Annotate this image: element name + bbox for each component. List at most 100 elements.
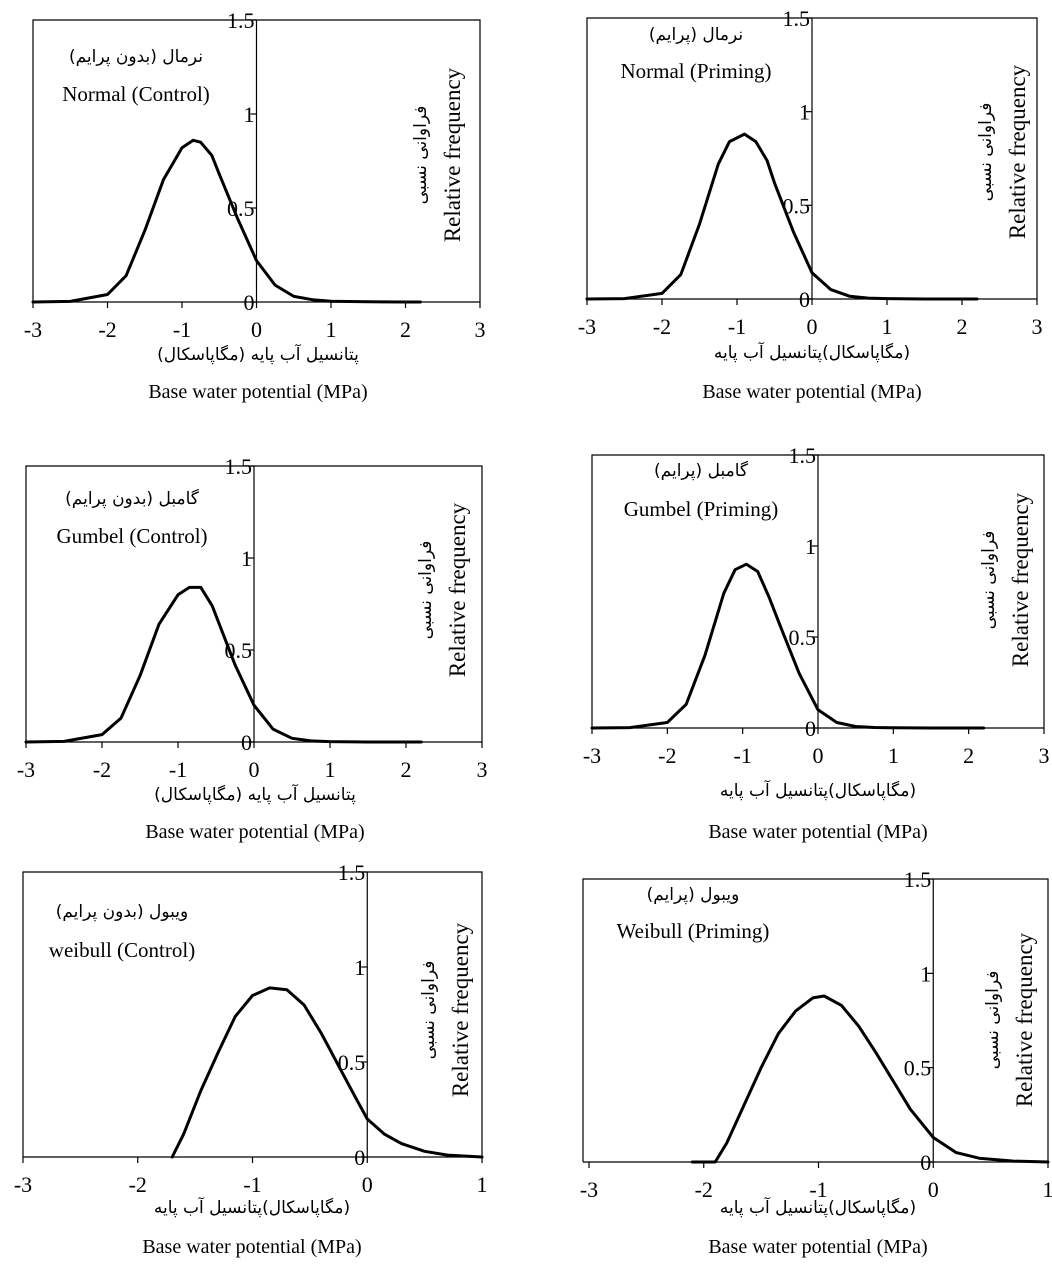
x-axis-label-en: Base water potential (MPa) — [702, 381, 921, 403]
y-tick-label: 1.5 — [789, 443, 817, 468]
x-axis-label-fa: (مگاپاسکال)پتانسیل آب پایه — [720, 1196, 916, 1218]
x-tick-label: -3 — [17, 757, 35, 782]
x-axis-label-en: Base water potential (MPa) — [708, 821, 927, 843]
series-label-fa: ویبول (پرایم) — [647, 885, 740, 905]
x-tick-label: 0 — [928, 1177, 939, 1202]
x-tick-label: -2 — [93, 757, 111, 782]
series-label-fa: نرمال (پرایم) — [649, 25, 743, 45]
x-axis-label-fa: (مگاپاسکال)پتانسیل آب پایه — [714, 341, 910, 363]
series-label-en: Weibull (Priming) — [617, 919, 770, 943]
x-tick-label: 2 — [400, 317, 411, 342]
y-tick-label: 0 — [354, 1145, 365, 1170]
y-axis-label-fa: فراوانی نسبی — [416, 541, 436, 640]
x-tick-label: 3 — [475, 317, 486, 342]
series-label-fa: گامبل (بدون پرایم) — [65, 488, 200, 509]
x-tick-label: 1 — [882, 314, 893, 339]
y-tick-label: 1.5 — [904, 867, 932, 892]
y-tick-label: 1 — [799, 100, 810, 125]
x-tick-label: 0 — [362, 1172, 373, 1197]
series-label-fa: نرمال (بدون پرایم) — [69, 47, 203, 67]
y-tick-label: 1.5 — [783, 6, 811, 31]
distribution-curve — [33, 140, 420, 302]
x-tick-label: 0 — [249, 757, 260, 782]
x-tick-label: -3 — [583, 743, 601, 768]
x-axis-label-en: Base water potential (MPa) — [145, 821, 364, 843]
x-tick-label: 0 — [251, 317, 262, 342]
y-axis-label-group: فراوانی نسبی Relative frequency — [976, 64, 1030, 239]
y-tick-label: 1.5 — [338, 860, 366, 885]
y-tick-label: 1 — [920, 961, 931, 986]
x-tick-label: -3 — [14, 1172, 32, 1197]
y-axis-label-en: Relative frequency — [1012, 932, 1037, 1107]
y-axis-label-group: فراوانی نسبی Relative frequency — [979, 492, 1033, 667]
x-tick-label: 1 — [325, 757, 336, 782]
y-axis-label-fa: فراوانی نسبی — [419, 961, 439, 1060]
x-tick-label: 0 — [813, 743, 824, 768]
x-tick-label: -2 — [658, 743, 676, 768]
series-label-en: Gumbel (Priming) — [624, 497, 779, 521]
y-tick-label: 0 — [805, 716, 816, 741]
y-tick-label: 0 — [920, 1150, 931, 1175]
series-label-fa: ویبول (بدون پرایم) — [56, 902, 189, 922]
y-tick-label: 1 — [354, 955, 365, 980]
x-tick-label: 0 — [807, 314, 818, 339]
series-label-en: Normal (Control) — [62, 82, 210, 106]
series-label-en: weibull (Control) — [49, 938, 195, 962]
x-tick-label: -2 — [129, 1172, 147, 1197]
y-axis-label-group: فراوانی نسبی Relative frequency — [419, 922, 473, 1097]
y-axis-label-fa: فراوانی نسبی — [411, 106, 431, 205]
x-tick-label: 1 — [326, 317, 337, 342]
y-axis-label-group: فراوانی نسبی Relative frequency — [983, 932, 1037, 1107]
y-tick-label: 1 — [244, 102, 255, 127]
y-tick-label: 1 — [805, 534, 816, 559]
x-tick-label: -3 — [578, 314, 596, 339]
x-tick-label: -1 — [169, 757, 187, 782]
x-tick-label: 3 — [1032, 314, 1043, 339]
y-tick-label: 0 — [241, 730, 252, 755]
x-tick-label: 2 — [963, 743, 974, 768]
y-tick-label: 0 — [244, 290, 255, 315]
x-tick-label: -1 — [243, 1172, 261, 1197]
y-tick-label: 0.5 — [904, 1056, 932, 1081]
x-axis-label-fa: پتانسیل آب پایه (مگاپاسکال) — [154, 783, 356, 805]
x-tick-label: -1 — [173, 317, 191, 342]
x-axis-label-en: Base water potential (MPa) — [708, 1236, 927, 1258]
y-axis-label-en: Relative frequency — [1005, 64, 1030, 239]
x-tick-label: -2 — [98, 317, 116, 342]
x-tick-label: -3 — [580, 1177, 598, 1202]
y-axis-label-fa: فراوانی نسبی — [976, 103, 996, 202]
x-tick-label: -1 — [734, 743, 752, 768]
distribution-curve — [26, 587, 421, 742]
x-tick-label: 1 — [1043, 1177, 1052, 1202]
y-tick-label: 0 — [799, 287, 810, 312]
y-axis-label-fa: فراوانی نسبی — [983, 971, 1003, 1070]
x-axis-label-fa: (مگاپاسکال)پتانسیل آب پایه — [154, 1196, 350, 1218]
x-tick-label: -2 — [653, 314, 671, 339]
x-tick-label: 2 — [957, 314, 968, 339]
series-label-en: Normal (Priming) — [620, 59, 771, 83]
x-tick-label: 3 — [477, 757, 488, 782]
x-tick-label: -2 — [695, 1177, 713, 1202]
series-label-en: Gumbel (Control) — [56, 524, 207, 548]
x-tick-label: 3 — [1039, 743, 1050, 768]
y-axis-label-en: Relative frequency — [448, 922, 473, 1097]
x-tick-label: 1 — [888, 743, 899, 768]
y-axis-label-en: Relative frequency — [445, 502, 470, 677]
y-tick-label: 1.5 — [225, 454, 253, 479]
y-axis-label-en: Relative frequency — [1008, 492, 1033, 667]
series-label-fa: گامبل (پرایم) — [654, 460, 749, 481]
x-tick-label: 1 — [477, 1172, 488, 1197]
y-tick-label: 1.5 — [227, 8, 255, 33]
x-axis-label-fa: (مگاپاسکال)پتانسیل آب پایه — [720, 779, 916, 801]
x-tick-label: 2 — [401, 757, 412, 782]
x-tick-label: -3 — [24, 317, 42, 342]
y-axis-label-fa: فراوانی نسبی — [979, 531, 999, 630]
